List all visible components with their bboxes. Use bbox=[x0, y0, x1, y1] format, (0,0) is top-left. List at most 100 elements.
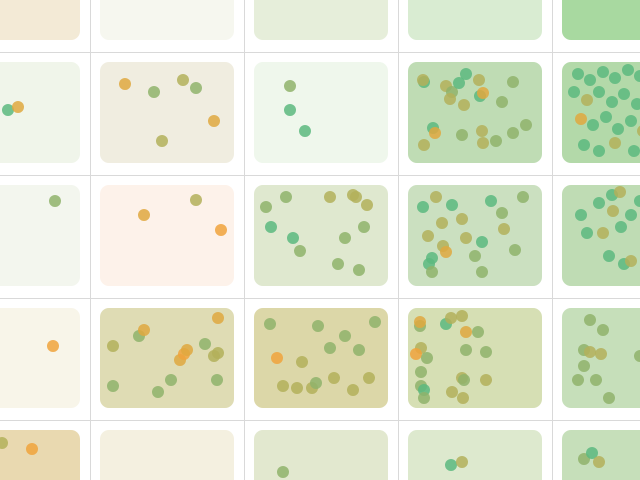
facet-cell-r4-c1[interactable] bbox=[90, 420, 244, 480]
scatter-point bbox=[347, 384, 360, 396]
scatter-point bbox=[277, 380, 290, 392]
scatter-point bbox=[455, 456, 468, 469]
facet-cell-r0-c1[interactable] bbox=[90, 0, 244, 52]
scatter-point bbox=[596, 324, 609, 336]
scatter-point bbox=[277, 465, 290, 478]
facet-cell-r2-c0[interactable] bbox=[0, 175, 90, 298]
scatter-point bbox=[284, 80, 297, 93]
facet-cell-r0-c3[interactable] bbox=[398, 0, 552, 52]
scatter-point bbox=[590, 374, 603, 386]
scatter-point bbox=[602, 392, 615, 404]
gridline-vertical-2 bbox=[398, 0, 399, 480]
scatter-point bbox=[455, 310, 468, 322]
scatter-point bbox=[609, 72, 622, 85]
scatter-point bbox=[443, 93, 456, 106]
scatter-point bbox=[0, 436, 9, 449]
facet-cell-r2-c2[interactable] bbox=[244, 175, 398, 298]
scatter-point bbox=[260, 201, 273, 214]
facet-cell-r2-c3[interactable] bbox=[398, 175, 552, 298]
gridline-vertical-3 bbox=[552, 0, 553, 480]
facet-plot-area bbox=[562, 0, 640, 40]
facet-cell-r4-c2[interactable] bbox=[244, 420, 398, 480]
facet-cell-r1-c1[interactable] bbox=[90, 52, 244, 175]
scatter-point bbox=[585, 446, 598, 459]
facet-cell-r0-c4[interactable] bbox=[552, 0, 640, 52]
scatter-point bbox=[286, 231, 299, 244]
facet-plot-area bbox=[408, 62, 542, 163]
scatter-point bbox=[475, 265, 488, 278]
facet-cell-r0-c0[interactable] bbox=[0, 0, 90, 52]
scatter-point bbox=[363, 372, 376, 384]
facet-cell-r3-c3[interactable] bbox=[398, 298, 552, 420]
scatter-point bbox=[495, 96, 508, 109]
facet-cell-r1-c4[interactable] bbox=[552, 52, 640, 175]
scatter-point bbox=[332, 257, 345, 270]
scatter-point bbox=[599, 110, 612, 123]
scatter-point bbox=[280, 191, 293, 204]
scatter-point bbox=[459, 326, 472, 338]
facet-cell-r2-c1[interactable] bbox=[90, 175, 244, 298]
scatter-point bbox=[1, 104, 14, 117]
scatter-point bbox=[517, 191, 530, 204]
facet-plot-area bbox=[408, 308, 542, 408]
facet-cell-r4-c3[interactable] bbox=[398, 420, 552, 480]
scatter-point bbox=[587, 118, 600, 131]
scatter-point bbox=[211, 312, 224, 324]
facet-cell-r1-c3[interactable] bbox=[398, 52, 552, 175]
facet-plot-area bbox=[100, 308, 234, 408]
scatter-point bbox=[190, 194, 203, 207]
scatter-point bbox=[593, 456, 606, 469]
facet-cell-r4-c0[interactable] bbox=[0, 420, 90, 480]
facet-plot-area bbox=[100, 430, 234, 480]
scatter-point bbox=[352, 344, 365, 356]
facet-plot-area bbox=[562, 185, 640, 286]
facet-plot-area bbox=[408, 0, 542, 40]
scatter-point bbox=[498, 223, 511, 236]
scatter-point bbox=[309, 377, 322, 389]
scatter-point bbox=[328, 372, 341, 384]
gridline-horizontal-3 bbox=[0, 420, 640, 421]
scatter-point bbox=[415, 366, 428, 378]
scatter-point bbox=[509, 243, 522, 256]
facet-plot-area bbox=[408, 430, 542, 480]
gridline-vertical-0 bbox=[90, 0, 91, 480]
scatter-point bbox=[420, 352, 433, 364]
scatter-point bbox=[357, 221, 370, 234]
scatter-point bbox=[475, 235, 488, 248]
scatter-point bbox=[584, 346, 597, 358]
facet-cell-r1-c0[interactable] bbox=[0, 52, 90, 175]
facet-cell-r2-c4[interactable] bbox=[552, 175, 640, 298]
facet-plot-area bbox=[0, 62, 80, 163]
scatter-point bbox=[459, 68, 472, 81]
scatter-point bbox=[612, 122, 625, 135]
scatter-point bbox=[284, 104, 297, 117]
facet-cell-r3-c0[interactable] bbox=[0, 298, 90, 420]
scatter-point bbox=[624, 114, 637, 127]
scatter-point bbox=[469, 249, 481, 262]
scatter-point bbox=[634, 195, 640, 208]
scatter-point bbox=[621, 64, 634, 77]
scatter-point bbox=[471, 326, 484, 338]
scatter-point bbox=[430, 191, 443, 204]
scatter-point bbox=[211, 347, 224, 359]
scatter-point bbox=[119, 78, 132, 91]
scatter-point bbox=[473, 74, 486, 87]
scatter-point bbox=[352, 263, 365, 276]
facet-cell-r3-c4[interactable] bbox=[552, 298, 640, 420]
facet-plot-area bbox=[254, 308, 388, 408]
scatter-point bbox=[207, 114, 220, 127]
scatter-point bbox=[151, 386, 164, 398]
facet-cell-r4-c4[interactable] bbox=[552, 420, 640, 480]
scatter-point bbox=[47, 340, 60, 352]
scatter-point bbox=[339, 330, 352, 342]
facet-cell-r1-c2[interactable] bbox=[244, 52, 398, 175]
scatter-point bbox=[593, 144, 606, 157]
scatter-point bbox=[605, 96, 618, 109]
scatter-point bbox=[428, 126, 441, 139]
scatter-point bbox=[418, 392, 431, 404]
facet-cell-r0-c2[interactable] bbox=[244, 0, 398, 52]
scatter-point bbox=[418, 138, 431, 151]
scatter-point bbox=[624, 254, 637, 267]
facet-cell-r3-c1[interactable] bbox=[90, 298, 244, 420]
facet-cell-r3-c2[interactable] bbox=[244, 298, 398, 420]
